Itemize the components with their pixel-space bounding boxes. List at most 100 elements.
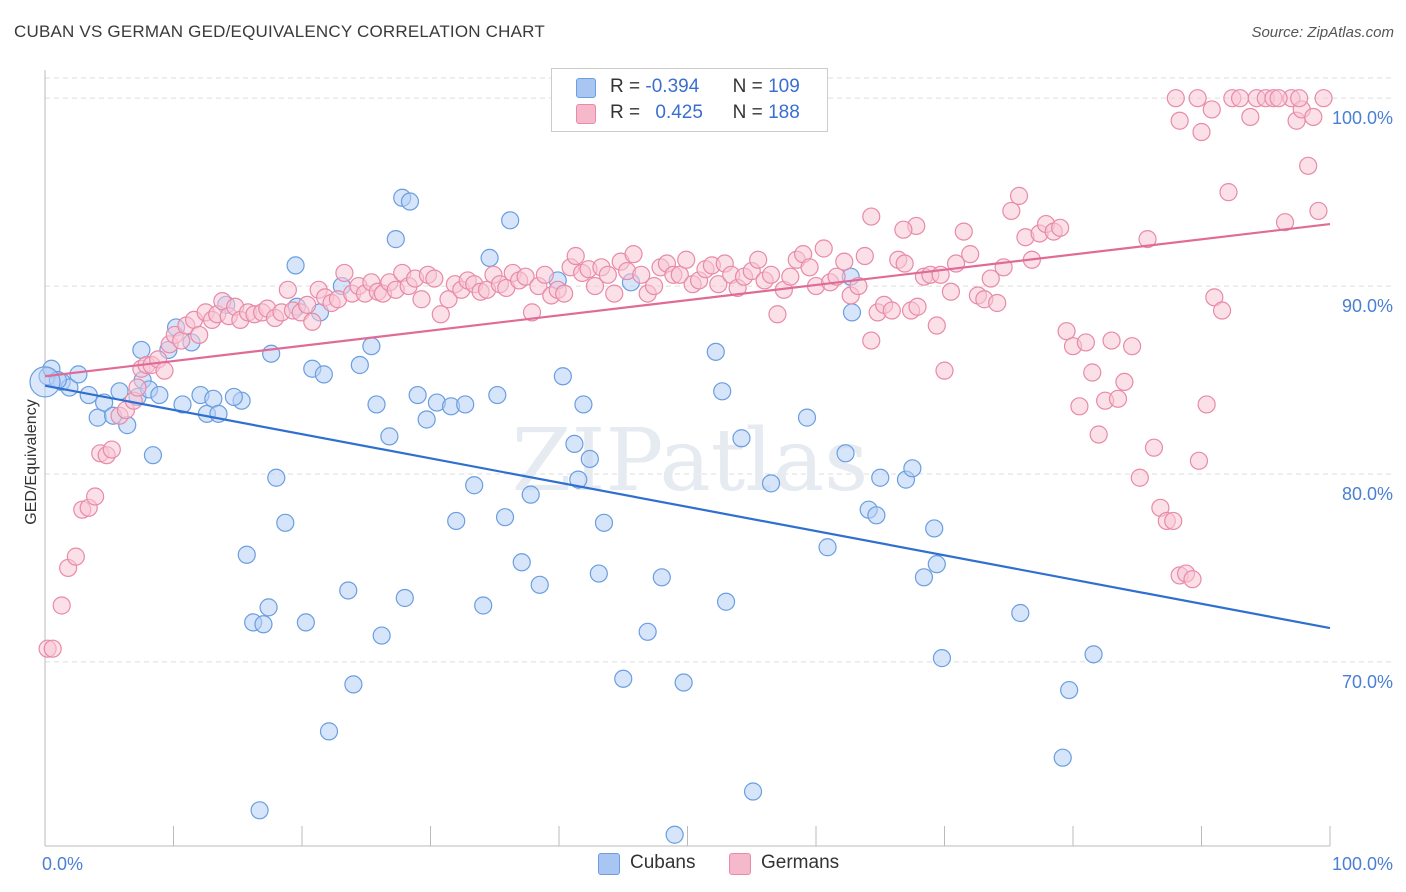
data-point-cubans bbox=[1011, 603, 1030, 623]
data-point-germans bbox=[1309, 201, 1328, 221]
data-point-germans bbox=[1102, 331, 1121, 350]
data-point-germans bbox=[278, 280, 297, 299]
data-point-germans bbox=[66, 547, 85, 566]
data-point-germans bbox=[908, 297, 927, 316]
data-point-germans bbox=[677, 250, 696, 269]
data-point-cubans bbox=[1060, 680, 1079, 700]
data-point-cubans bbox=[1053, 748, 1072, 767]
data-point-cubans bbox=[224, 387, 243, 407]
data-point-germans bbox=[303, 312, 322, 331]
data-point-cubans bbox=[652, 568, 671, 587]
data-point-cubans bbox=[495, 508, 515, 527]
data-point-germans bbox=[1002, 201, 1021, 221]
data-point-germans bbox=[516, 267, 535, 286]
data-point-germans bbox=[535, 265, 554, 284]
data-point-cubans bbox=[761, 474, 781, 493]
data-point-germans bbox=[1188, 89, 1207, 108]
data-point-germans bbox=[768, 305, 787, 324]
data-point-germans bbox=[1192, 122, 1211, 142]
data-point-cubans bbox=[319, 722, 339, 741]
data-point-germans bbox=[800, 258, 819, 277]
data-point-germans bbox=[1083, 363, 1102, 382]
series-germans bbox=[38, 89, 1333, 658]
data-point-germans bbox=[1070, 397, 1089, 416]
data-point-germans bbox=[814, 239, 833, 258]
data-point-cubans bbox=[267, 468, 286, 487]
bottom-legend-swatch-germans bbox=[729, 853, 751, 875]
data-point-germans bbox=[1230, 89, 1250, 108]
data-point-cubans bbox=[512, 553, 531, 572]
data-point-germans bbox=[988, 293, 1007, 313]
data-point-germans bbox=[585, 276, 605, 296]
data-point-germans bbox=[849, 276, 868, 296]
bottom-legend-swatch-cubans bbox=[598, 853, 620, 875]
data-point-germans bbox=[644, 276, 664, 296]
data-point-germans bbox=[605, 284, 624, 303]
watermark: ZIPatlas bbox=[512, 411, 868, 511]
trend-line-germans bbox=[44, 222, 1331, 378]
data-point-germans bbox=[1197, 395, 1216, 414]
data-points bbox=[29, 89, 1333, 844]
data-point-cubans bbox=[932, 649, 952, 668]
data-point-germans bbox=[298, 295, 317, 314]
data-point-cubans bbox=[69, 365, 88, 384]
data-point-germans bbox=[1108, 389, 1128, 408]
data-point-germans bbox=[862, 207, 881, 226]
data-point-cubans bbox=[732, 429, 751, 448]
data-point-germans bbox=[522, 303, 542, 322]
data-point-cubans bbox=[871, 468, 890, 487]
data-point-germans bbox=[895, 254, 914, 273]
data-point-germans bbox=[1051, 218, 1070, 237]
chart-title: CUBAN VS GERMAN GED/EQUIVALENCY CORRELAT… bbox=[14, 22, 545, 41]
x-tick-label: 100.0% bbox=[1332, 854, 1393, 874]
data-point-germans bbox=[882, 301, 901, 320]
data-point-cubans bbox=[465, 476, 484, 495]
data-point-germans bbox=[894, 220, 913, 239]
data-point-germans bbox=[954, 222, 973, 241]
data-point-cubans bbox=[367, 395, 386, 414]
data-point-cubans bbox=[665, 825, 684, 844]
data-point-germans bbox=[190, 325, 209, 345]
data-point-cubans bbox=[501, 211, 520, 230]
data-point-germans bbox=[102, 440, 121, 459]
data-point-germans bbox=[335, 263, 354, 283]
data-point-germans bbox=[1009, 186, 1029, 205]
data-point-germans bbox=[862, 331, 881, 350]
data-point-germans bbox=[1076, 333, 1095, 352]
data-point-cubans bbox=[132, 340, 151, 360]
data-point-germans bbox=[1219, 183, 1238, 202]
y-tick-label: 100.0% bbox=[1332, 108, 1393, 128]
data-point-cubans bbox=[594, 513, 614, 532]
data-point-cubans bbox=[713, 382, 732, 401]
data-point-germans bbox=[1089, 425, 1108, 444]
x-tick-label: 0.0% bbox=[42, 854, 83, 874]
bottom-legend-label-cubans: Cubans bbox=[630, 852, 696, 873]
legend-n-label: N = bbox=[732, 76, 763, 97]
data-point-germans bbox=[1269, 89, 1288, 108]
data-point-germans bbox=[1212, 301, 1232, 320]
data-point-cubans bbox=[400, 192, 420, 211]
data-point-cubans bbox=[456, 395, 475, 414]
data-point-cubans bbox=[521, 485, 540, 504]
data-point-germans bbox=[43, 639, 62, 658]
data-point-cubans bbox=[530, 575, 549, 594]
data-point-cubans bbox=[362, 337, 381, 356]
data-point-germans bbox=[1275, 213, 1295, 232]
y-tick-label: 70.0% bbox=[1342, 672, 1393, 692]
data-point-cubans bbox=[743, 782, 763, 801]
data-point-germans bbox=[1166, 89, 1185, 108]
data-point-germans bbox=[670, 265, 689, 284]
data-point-germans bbox=[749, 250, 768, 269]
data-point-germans bbox=[1115, 372, 1134, 392]
data-point-cubans bbox=[580, 449, 599, 469]
data-point-cubans bbox=[569, 470, 588, 489]
data-point-cubans bbox=[842, 303, 862, 322]
data-point-germans bbox=[52, 596, 71, 615]
data-point-cubans bbox=[553, 367, 572, 386]
data-point-cubans bbox=[386, 230, 405, 249]
data-point-germans bbox=[632, 265, 651, 284]
data-point-germans bbox=[1314, 89, 1333, 108]
data-point-germans bbox=[1304, 107, 1323, 127]
data-point-cubans bbox=[797, 408, 817, 427]
data-point-germans bbox=[555, 284, 574, 303]
